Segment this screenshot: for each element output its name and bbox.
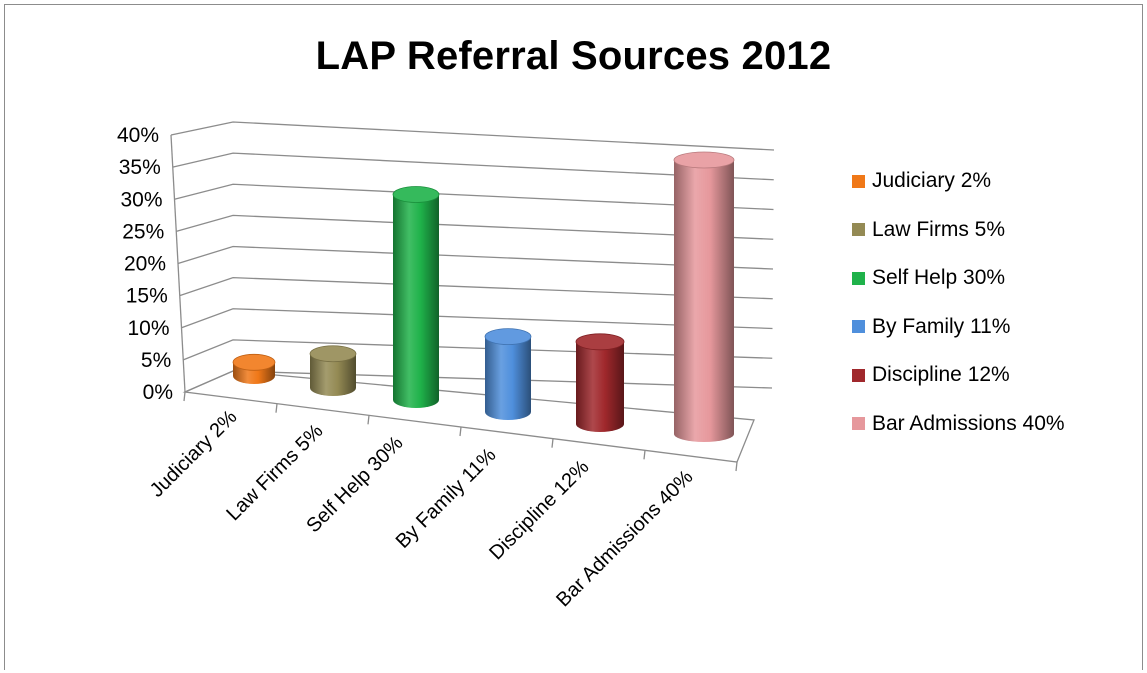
bar-top <box>575 333 625 351</box>
y-tick-label: 15% <box>126 285 168 308</box>
x-tick-mark <box>551 438 554 448</box>
legend-item: Self Help 30% <box>852 254 1065 303</box>
x-category-label: Judiciary 2% <box>146 406 242 502</box>
x-tick-mark <box>183 391 186 402</box>
y-tick-label: 0% <box>143 381 173 404</box>
legend-swatch <box>852 368 865 382</box>
legend-item: By Family 11% <box>852 303 1065 352</box>
y-tick-label: 5% <box>141 349 171 372</box>
gridline <box>172 152 774 181</box>
bar <box>310 353 356 396</box>
x-tick-mark <box>367 415 370 425</box>
y-tick-label: 40% <box>117 124 159 147</box>
y-tick-label: 30% <box>120 188 162 211</box>
bar-top <box>309 345 357 363</box>
chart-title: LAP Referral Sources 2012 <box>315 34 832 78</box>
chart-legend: Judiciary 2% Law Firms 5% Self Help 30% By … <box>852 157 1065 448</box>
legend-label: Bar Admissions 40% <box>872 411 1065 435</box>
x-tick-mark <box>735 461 738 472</box>
bar <box>485 336 531 420</box>
x-category-label: Discipline 12% <box>485 456 593 564</box>
legend-swatch <box>852 417 865 431</box>
legend-label: Discipline 12% <box>872 363 1010 387</box>
gridline <box>179 276 773 300</box>
bar-top <box>392 186 440 203</box>
gridline <box>177 245 774 270</box>
bar <box>674 160 734 442</box>
bar-top <box>484 328 532 346</box>
legend-label: By Family 11% <box>872 314 1011 338</box>
legend-label: Law Firms 5% <box>872 217 1006 241</box>
gridline <box>176 214 774 240</box>
y-axis-line <box>170 134 186 393</box>
legend-swatch <box>852 320 865 334</box>
gridline <box>181 308 773 330</box>
x-category-label: Self Help 30% <box>302 432 407 537</box>
y-tick-label: 25% <box>122 220 164 243</box>
x-tick-mark <box>459 426 462 437</box>
bar <box>576 341 624 432</box>
x-category-label: Law Firms 5% <box>222 420 327 525</box>
y-tick-label: 10% <box>127 317 169 340</box>
gridline <box>170 121 775 151</box>
chart-frame <box>4 4 1143 670</box>
gridline <box>174 183 774 211</box>
legend-label: Judiciary 2% <box>872 169 992 193</box>
bar-top <box>673 151 735 169</box>
legend-swatch <box>852 271 865 285</box>
legend-item: Bar Admissions 40% <box>852 400 1065 449</box>
y-tick-label: 20% <box>124 253 166 276</box>
x-category-label: By Family 11% <box>392 444 501 553</box>
legend-item: Law Firms 5% <box>852 206 1065 255</box>
legend-item: Discipline 12% <box>852 351 1065 400</box>
y-tick-label: 35% <box>119 156 161 179</box>
legend-label: Self Help 30% <box>872 266 1006 290</box>
legend-swatch <box>852 223 865 237</box>
bar-top <box>232 353 276 371</box>
x-tick-mark <box>275 403 278 413</box>
x-tick-mark <box>643 450 646 460</box>
legend-swatch <box>852 174 865 188</box>
legend-item: Judiciary 2% <box>852 157 1065 206</box>
bar <box>393 194 439 408</box>
